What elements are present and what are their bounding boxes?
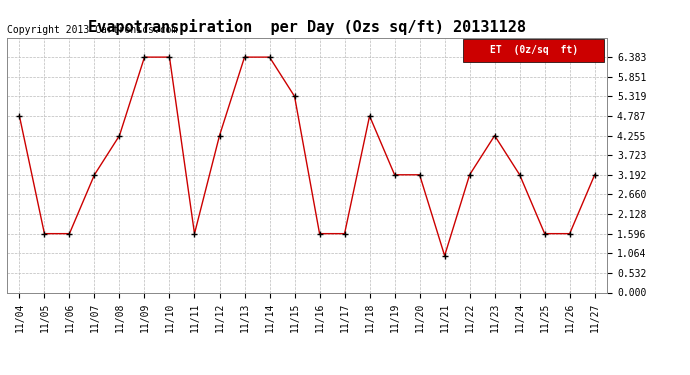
Title: Evapotranspiration  per Day (Ozs sq/ft) 20131128: Evapotranspiration per Day (Ozs sq/ft) 2… (88, 19, 526, 35)
Text: Copyright 2013 Cartronics.com: Copyright 2013 Cartronics.com (7, 25, 177, 35)
FancyBboxPatch shape (463, 39, 604, 62)
Text: ET  (0z/sq  ft): ET (0z/sq ft) (490, 45, 578, 55)
